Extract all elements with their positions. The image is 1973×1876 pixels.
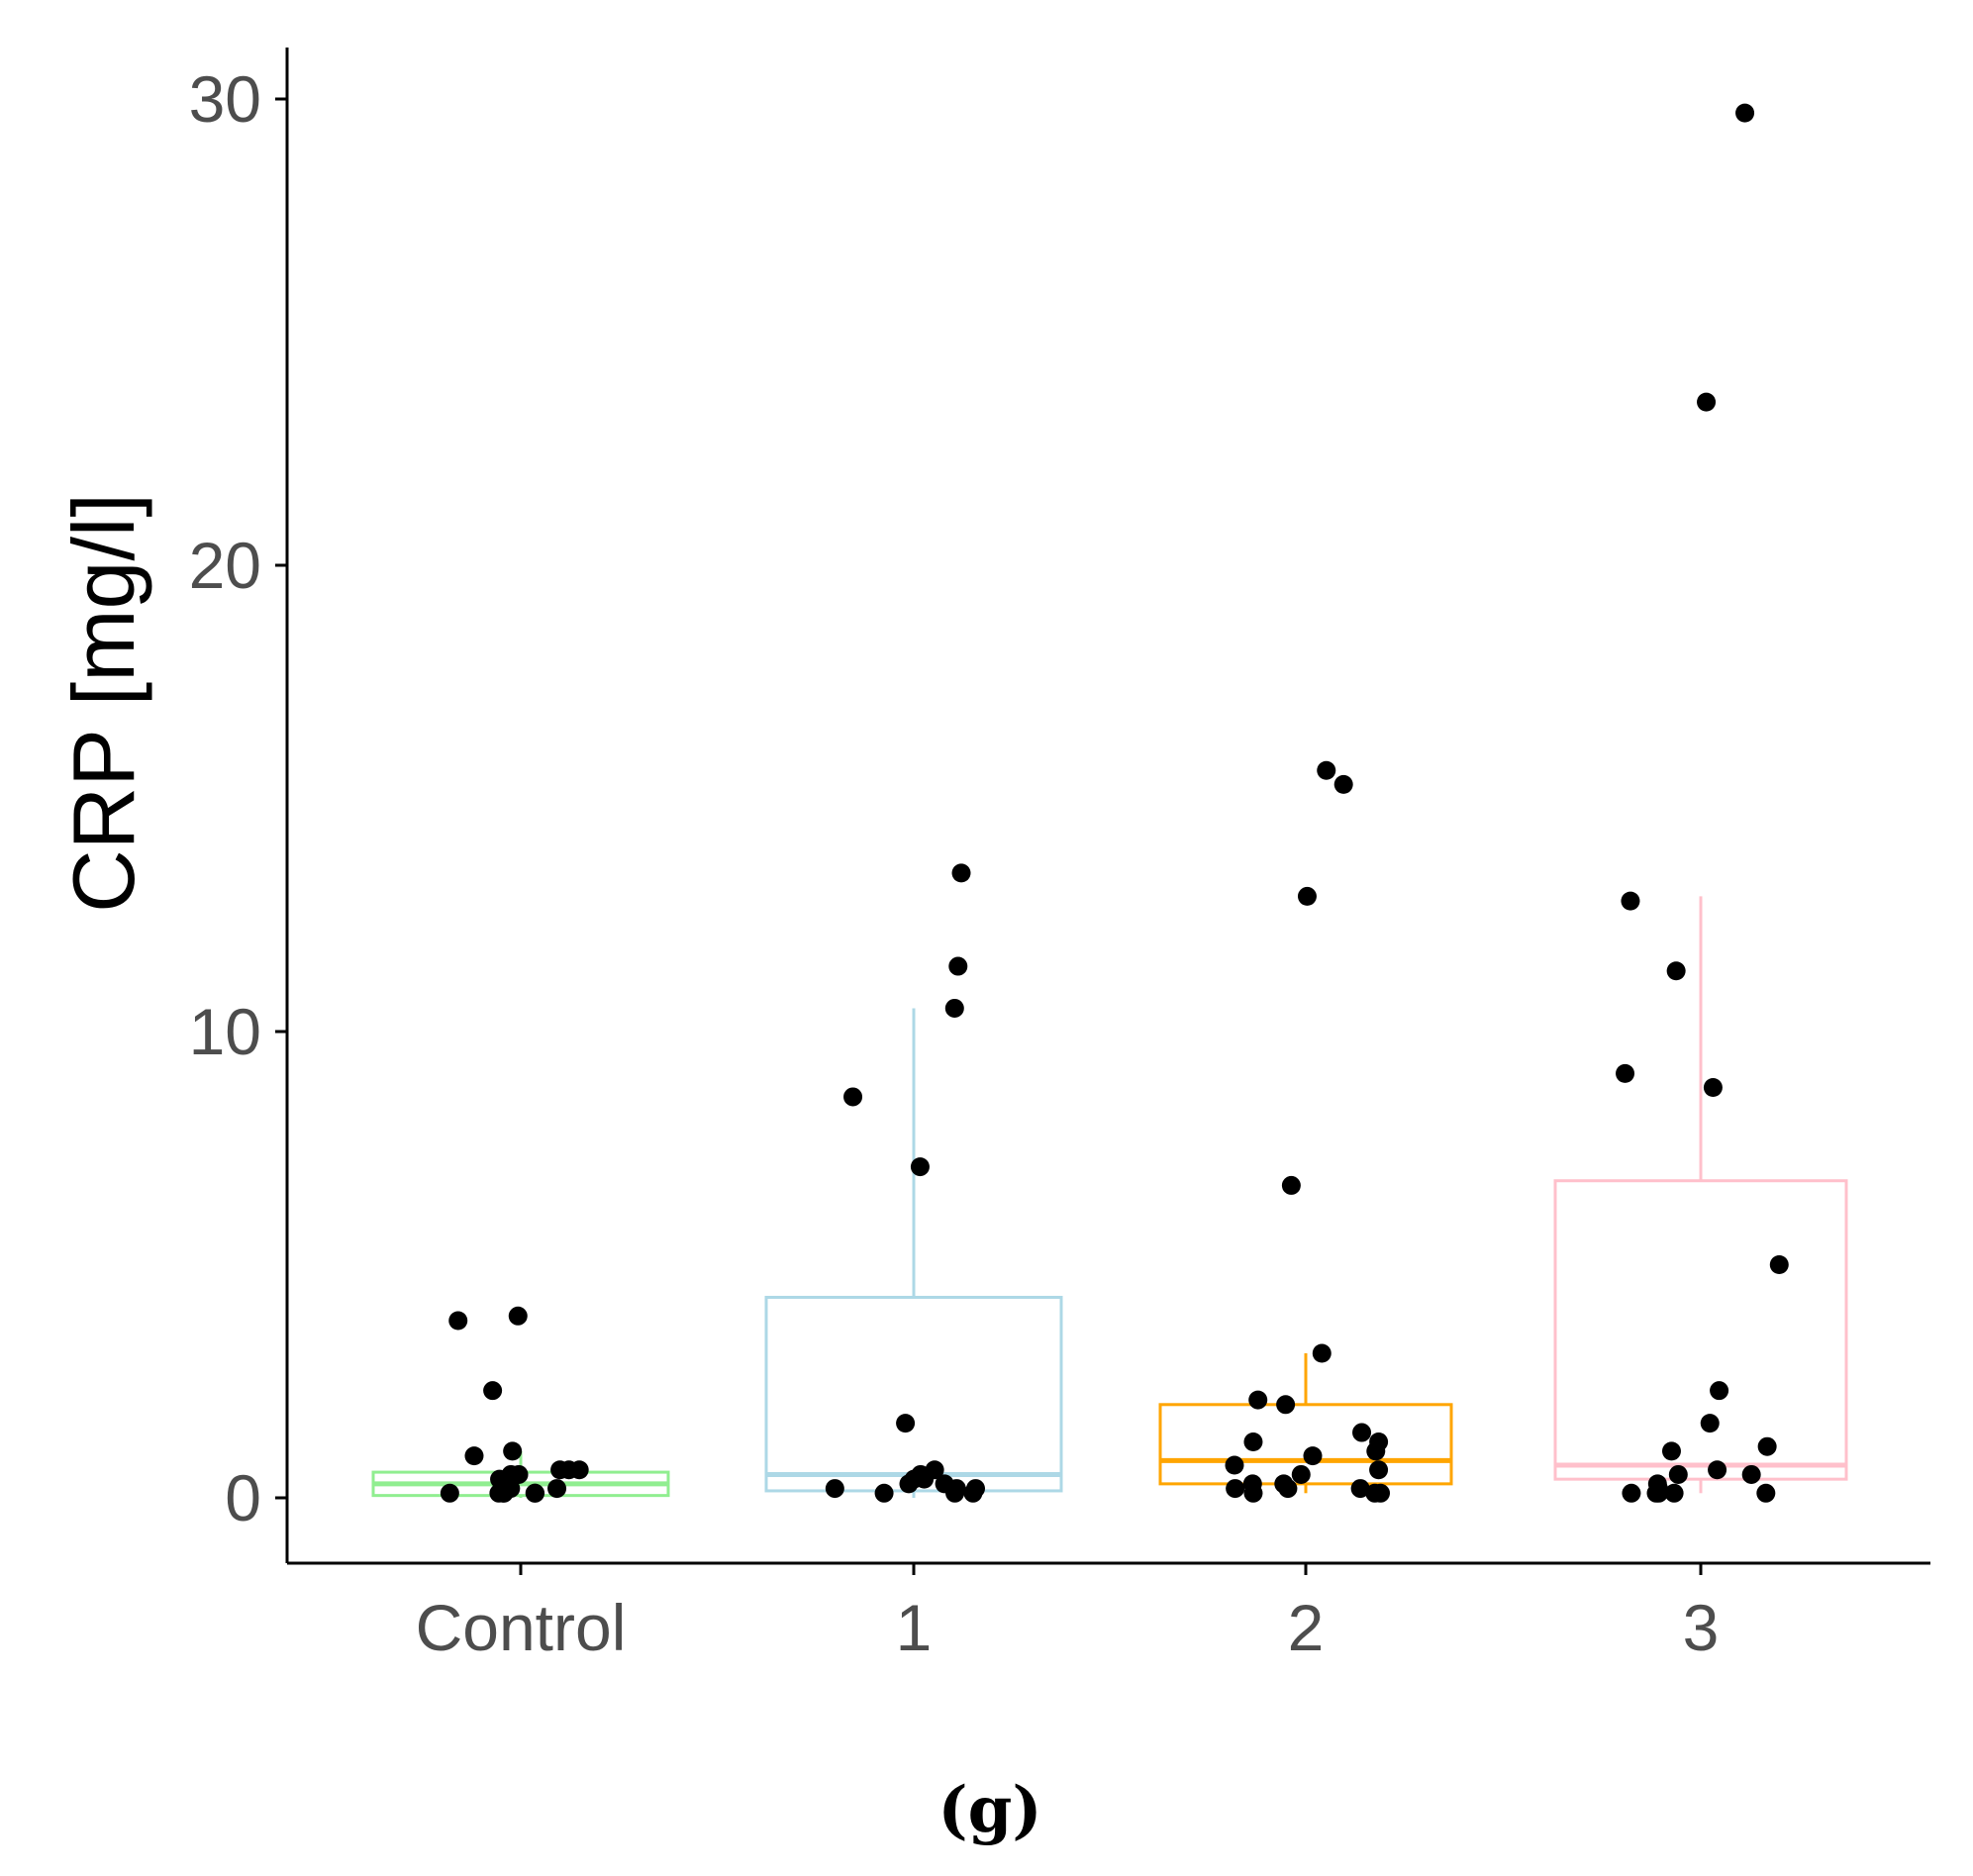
data-point (1317, 760, 1336, 780)
box-iqr (1553, 1179, 1848, 1481)
data-point (440, 1483, 459, 1503)
data-point (508, 1306, 528, 1326)
figure-caption: (g) (937, 1773, 1041, 1847)
boxplot-group-control (371, 1306, 670, 1503)
data-point (1756, 1483, 1776, 1503)
data-point (1352, 1423, 1372, 1442)
x-tick-label-1: 1 (896, 1591, 933, 1664)
y-tick-label-0: 0 (225, 1461, 261, 1534)
data-point (1622, 1483, 1641, 1503)
data-point (1297, 886, 1317, 906)
data-point (1365, 1483, 1385, 1503)
y-tick-label-20: 20 (189, 529, 261, 602)
x-tick-label-control: Control (416, 1591, 627, 1664)
data-point (1703, 1078, 1723, 1098)
data-point (1668, 1464, 1688, 1484)
data-point (874, 1483, 894, 1503)
data-point (1243, 1483, 1263, 1503)
data-point (448, 1311, 468, 1331)
data-point (915, 1469, 935, 1489)
data-point (1276, 1395, 1296, 1415)
data-point (1697, 392, 1717, 412)
data-point (1621, 891, 1640, 911)
data-point (1291, 1464, 1311, 1484)
data-point (945, 1483, 965, 1503)
plot-area (371, 103, 1848, 1503)
data-point (503, 1441, 523, 1461)
data-point (1649, 1483, 1669, 1503)
data-point (1369, 1460, 1389, 1480)
data-point (1281, 1175, 1301, 1195)
data-point (1248, 1390, 1268, 1410)
data-point (948, 956, 968, 976)
data-point (1350, 1479, 1370, 1499)
data-point (944, 998, 964, 1018)
data-point (1661, 1441, 1681, 1461)
y-axis-title: CRP [mg/l] (54, 493, 152, 913)
data-point (1708, 1460, 1727, 1480)
boxplot-group-2 (1158, 760, 1453, 1503)
data-point (1225, 1455, 1244, 1475)
data-point (1769, 1255, 1789, 1274)
data-point (1741, 1464, 1761, 1484)
data-point (1303, 1446, 1323, 1466)
data-point (1366, 1441, 1386, 1461)
data-point (1243, 1432, 1263, 1451)
box-iqr (1158, 1403, 1453, 1486)
data-point (509, 1464, 529, 1484)
y-tick-label-30: 30 (189, 62, 261, 136)
data-point (547, 1479, 567, 1499)
data-point (1312, 1343, 1332, 1363)
data-point (825, 1479, 844, 1499)
data-point (526, 1483, 545, 1503)
data-point (896, 1414, 916, 1433)
data-point (910, 1157, 930, 1177)
data-point (493, 1483, 513, 1503)
data-point (951, 863, 971, 883)
data-point (1333, 774, 1353, 794)
data-point (843, 1087, 863, 1107)
boxplot-group-3 (1553, 103, 1848, 1503)
x-tick-label-3: 3 (1683, 1591, 1720, 1664)
data-point (550, 1460, 570, 1480)
data-point (899, 1474, 919, 1494)
x-tick-label-2: 2 (1288, 1591, 1325, 1664)
axes: 0 10 20 30 Control 1 2 3 (189, 48, 1930, 1664)
data-point (1757, 1436, 1777, 1456)
data-point (1226, 1479, 1245, 1499)
data-point (1278, 1479, 1298, 1499)
data-point (1664, 1483, 1684, 1503)
data-point (1710, 1381, 1729, 1401)
data-point (1700, 1414, 1720, 1433)
data-point (483, 1381, 503, 1401)
boxplot-group-1 (764, 863, 1063, 1503)
data-point (1735, 103, 1755, 123)
data-point (1616, 1063, 1635, 1083)
data-point (1666, 961, 1686, 981)
box-iqr (764, 1295, 1063, 1493)
data-point (464, 1446, 484, 1466)
y-tick-label-10: 10 (189, 995, 261, 1068)
data-point (963, 1483, 983, 1503)
